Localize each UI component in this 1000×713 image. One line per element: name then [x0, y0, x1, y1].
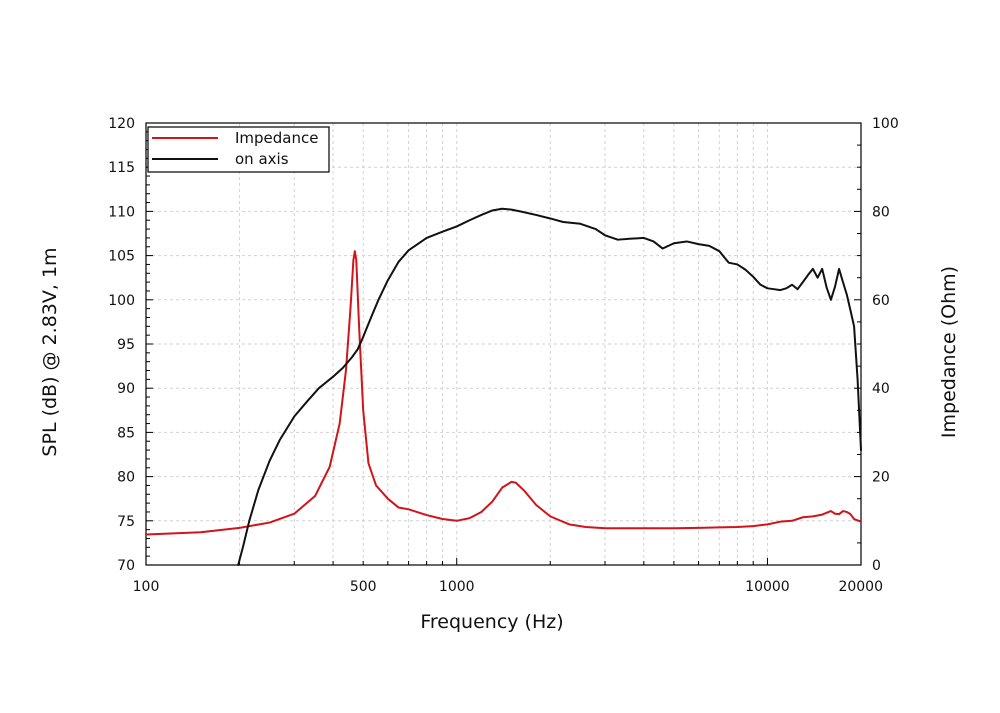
x-tick-label: 10000: [745, 579, 790, 595]
y-tick-label: 95: [117, 337, 135, 353]
y2-tick-label: 0: [872, 558, 881, 574]
legend-box: [147, 126, 330, 173]
x-axis-title: Frequency (Hz): [420, 611, 563, 633]
y-tick-label: 80: [117, 470, 135, 486]
legend: Impedance on axis: [147, 126, 330, 173]
grid-lines: [146, 123, 861, 565]
legend-label-on-axis: on axis: [235, 150, 289, 168]
legend-label-impedance: Impedance: [235, 129, 318, 147]
y-tick-label: 115: [108, 160, 135, 176]
y-tick-label: 85: [117, 425, 135, 441]
series-lines: [145, 207, 862, 566]
x-tick-label: 20000: [838, 579, 883, 595]
y2-tick-label: 60: [872, 293, 890, 309]
y2-tick-label: 40: [872, 381, 890, 397]
y-tick-label: 70: [117, 558, 135, 574]
y-tick-label: 120: [108, 116, 135, 132]
y-tick-label: 90: [117, 381, 135, 397]
y-tick-label: 105: [108, 249, 135, 265]
y-tick-label: 110: [108, 204, 135, 220]
series-line-impedance: [145, 250, 862, 536]
y2-tick-label: 100: [872, 116, 899, 132]
y2-tick-label: 20: [872, 470, 890, 486]
y-tick-label: 100: [108, 293, 135, 309]
y2-tick-label: 80: [872, 204, 890, 220]
series-line-on-axis: [237, 207, 862, 566]
x-tick-label: 1000: [439, 579, 475, 595]
x-tick-label: 500: [350, 579, 377, 595]
y-axis-title: SPL (dB) @ 2.83V, 1m: [39, 247, 61, 456]
y2-axis-title: Impedance (Ohm): [938, 266, 960, 438]
x-tick-label: 100: [133, 579, 160, 595]
axes: 70 75 80 85 90 95 100 105 110 115 120 0 20 40 60 80 100 1…: [108, 116, 898, 595]
y-tick-label: 75: [117, 514, 135, 530]
